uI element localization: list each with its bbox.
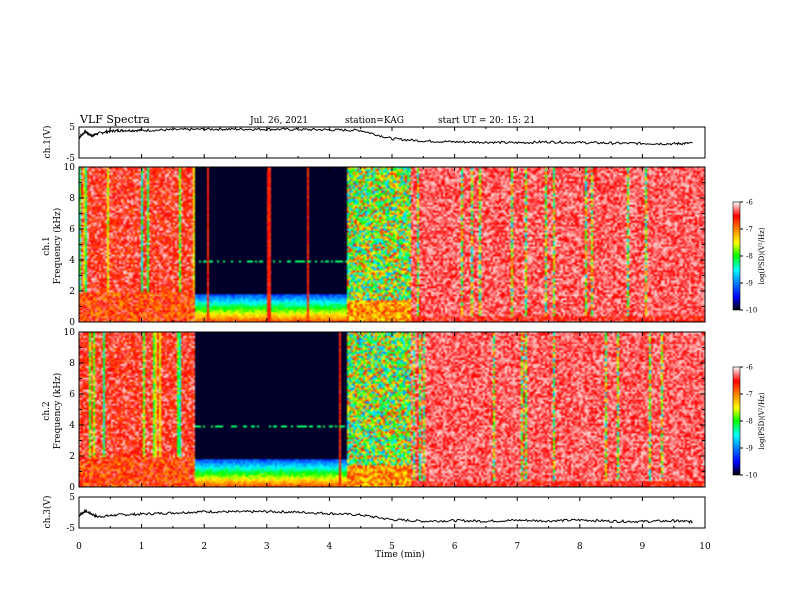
- axis-ticks: [78, 127, 706, 528]
- x-tick-label: 3: [264, 542, 270, 552]
- colorbar-tick-label: -9: [746, 280, 753, 288]
- x-tick-label: 5: [389, 542, 395, 552]
- ch3-waveform-line: [78, 508, 693, 524]
- start-time-label: start UT = 20: 15: 21: [438, 116, 535, 126]
- y-tick-label: 5: [69, 493, 75, 503]
- ch2-spectrogram-ylabel-channel: ch.2: [42, 401, 52, 420]
- ch1-waveform-line: [78, 127, 693, 146]
- ch3-waveform-ylabel: ch.3(V): [42, 496, 53, 529]
- x-tick-label: 10: [699, 542, 711, 552]
- colorbar-tick-label: -6: [746, 199, 753, 207]
- y-tick-label: 8: [69, 359, 75, 369]
- ch1-spectrogram-image: [79, 167, 705, 322]
- x-tick-label: 6: [452, 542, 458, 552]
- x-tick-label: 2: [201, 542, 207, 552]
- colorbar-tick-label: -10: [746, 472, 757, 480]
- ch1-colorbar-label: log(PSD)(V²/Hz): [758, 227, 766, 284]
- y-tick-label: 6: [69, 225, 75, 235]
- ch1-spectrogram-ylabel-channel: ch.1: [42, 236, 52, 255]
- ch2-spectrogram-ylabel-freq: Frequency (kHz): [52, 373, 63, 450]
- x-tick-label: 1: [139, 542, 145, 552]
- colorbar-tick-label: -7: [746, 226, 753, 234]
- x-tick-label: 7: [514, 542, 520, 552]
- station-label: station=KAG: [345, 116, 404, 126]
- y-tick-label: -5: [66, 524, 75, 534]
- y-tick-label: 5: [69, 123, 75, 133]
- y-tick-label: 6: [69, 390, 75, 400]
- y-tick-label: 0: [69, 483, 75, 493]
- ch1-colorbar: [732, 201, 741, 311]
- y-tick-label: 10: [64, 163, 76, 173]
- colorbar-ticks: -6 -7 -8 -9 -10 -6 -7 -8 -9 -10: [740, 199, 757, 480]
- x-tick-label: 9: [640, 542, 646, 552]
- y-tick-label: 10: [64, 328, 76, 338]
- y-tick-label: 0: [69, 318, 75, 328]
- y-tick-label: 2: [69, 287, 75, 297]
- colorbar-tick-label: -6: [746, 364, 753, 372]
- x-tick-label: 8: [577, 542, 583, 552]
- x-tick-label: 0: [76, 542, 82, 552]
- colorbar-tick-label: -8: [746, 418, 753, 426]
- ch2-colorbar-label: log(PSD)(V²/Hz): [758, 392, 766, 449]
- ch1-spectrogram-ylabel-freq: Frequency (kHz): [52, 208, 63, 285]
- x-tick-label: 4: [327, 542, 333, 552]
- colorbar-tick-label: -8: [746, 253, 753, 261]
- ch2-colorbar: [732, 366, 741, 476]
- ch2-spectrogram-image: [79, 332, 705, 487]
- x-axis-label: Time (min): [375, 549, 425, 560]
- ch1-waveform-ylabel: ch.1(V): [42, 126, 53, 159]
- y-tick-label: -5: [66, 154, 75, 164]
- colorbar-tick-label: -10: [746, 307, 757, 315]
- figure-title: VLF Spectra: [79, 113, 150, 126]
- y-tick-label: 4: [69, 256, 75, 266]
- y-tick-label: 8: [69, 194, 75, 204]
- colorbar-tick-label: -9: [746, 445, 753, 453]
- y-tick-label: 4: [69, 421, 75, 431]
- y-tick-label: 2: [69, 452, 75, 462]
- colorbar-tick-label: -7: [746, 391, 753, 399]
- date-label: Jul. 26, 2021: [249, 116, 308, 126]
